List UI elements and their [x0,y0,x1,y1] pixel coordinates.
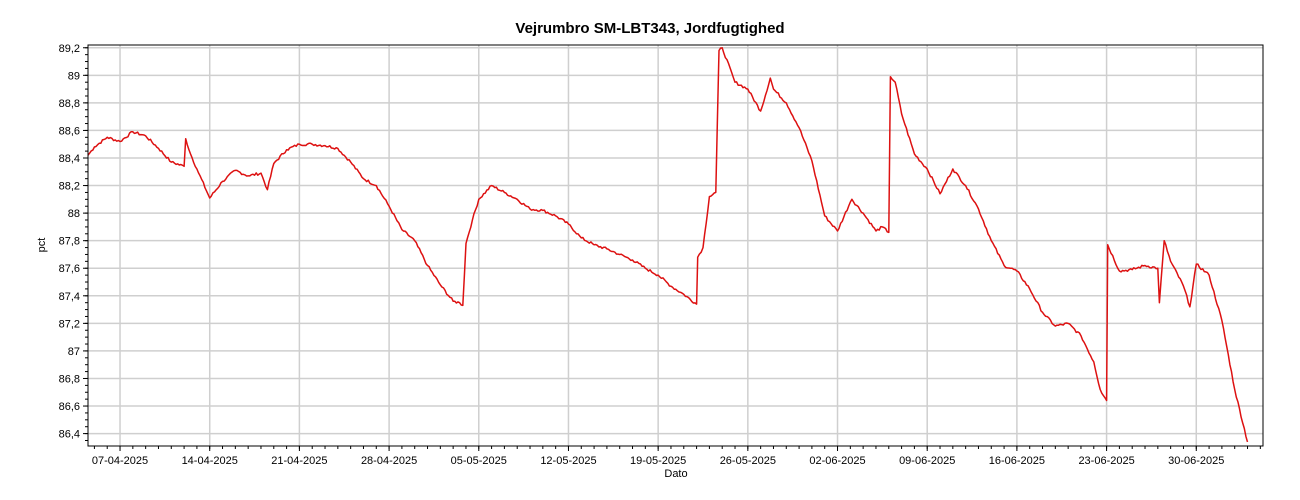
series-layer [87,47,1249,443]
y-tick-label: 87,4 [59,291,80,303]
x-tick-label: 09-06-2025 [899,455,955,467]
y-tick-label: 87,2 [59,318,80,330]
x-tick-label: 26-05-2025 [720,455,776,467]
y-tick-label: 88 [68,208,80,220]
plot-frame [87,44,1264,447]
y-tick-label: 89,2 [59,43,80,55]
y-tick-label: 87,8 [59,236,80,248]
x-tick-label: 16-06-2025 [989,455,1045,467]
x-tick-label: 12-05-2025 [540,455,596,467]
y-tick-label: 87 [68,346,80,358]
y-tick-label: 86,4 [59,429,80,441]
x-tick-label: 21-04-2025 [271,455,327,467]
x-tick-label: 07-04-2025 [92,455,148,467]
y-tick-label: 88,2 [59,181,80,193]
grid-layer [88,45,1263,446]
chart-title: Vejrumbro SM-LBT343, Jordfugtighed [515,20,785,37]
x-tick-label: 02-06-2025 [809,455,865,467]
y-tick-label: 87,6 [59,263,80,275]
axis-layer: 86,4 86,6 86,8 87 87,2 87,4 87,6 87,8 88 88,2 88,4… [59,43,1261,467]
x-tick-label: 28-04-2025 [361,455,417,467]
y-tick-label: 89 [68,70,80,82]
y-axis-label: pct [36,238,48,253]
x-tick-label: 05-05-2025 [451,455,507,467]
y-tick-label: 88,6 [59,125,80,137]
x-tick-label: 14-04-2025 [182,455,238,467]
y-tick-label: 88,4 [59,153,80,165]
x-tick-label: 23-06-2025 [1078,455,1134,467]
x-axis-label: Dato [664,468,687,480]
x-tick-label: 19-05-2025 [630,455,686,467]
y-tick-label: 88,8 [59,98,80,110]
plot-area [88,45,1263,446]
x-tick-label: 30-06-2025 [1168,455,1224,467]
y-tick-label: 86,8 [59,373,80,385]
y-tick-label: 86,6 [59,401,80,413]
series-line [87,47,1249,443]
